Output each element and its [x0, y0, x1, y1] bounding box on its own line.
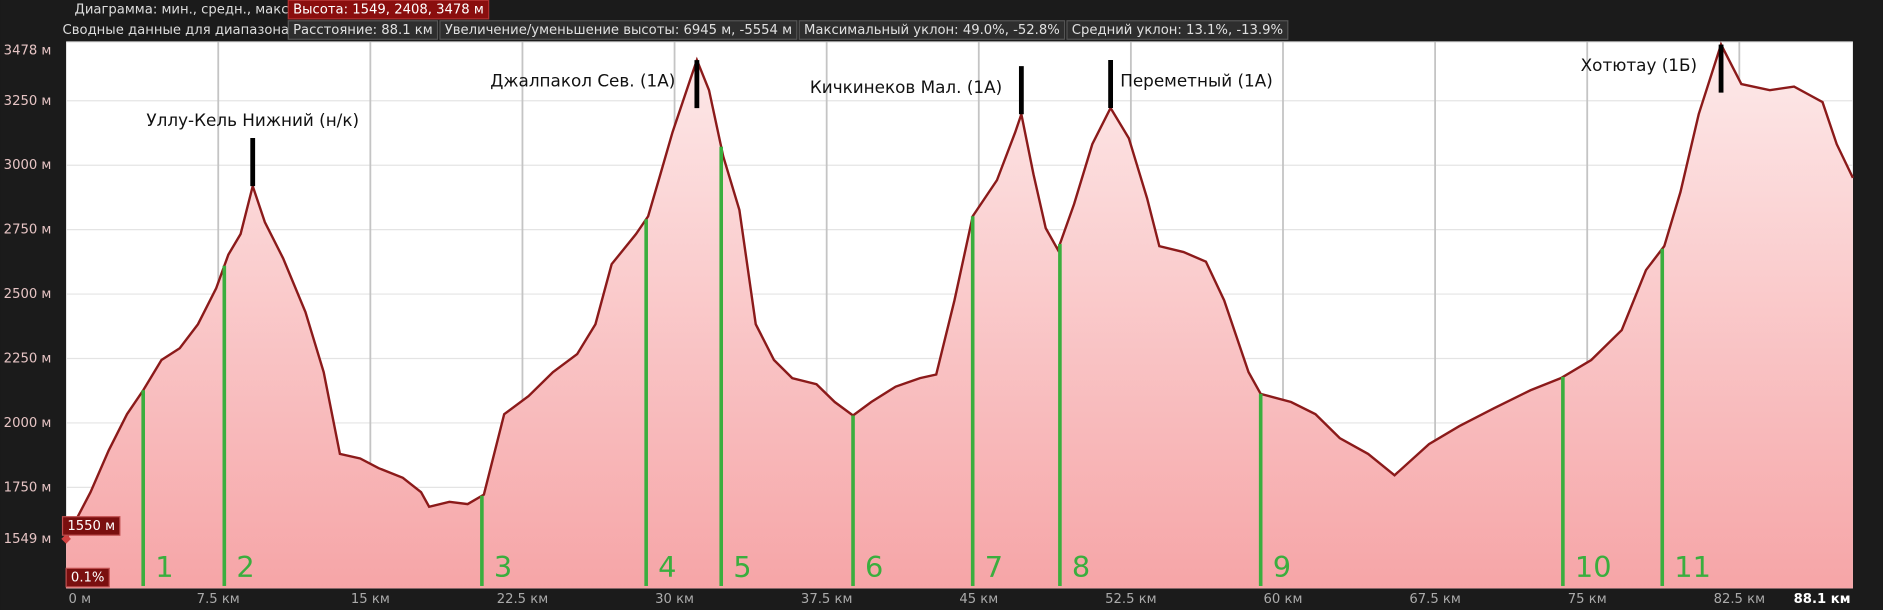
- segment-number: 7: [985, 550, 1003, 584]
- range-stat: Средний уклон: 13.1%, -13.9%: [1072, 23, 1283, 38]
- cursor-slope-box: [65, 567, 110, 588]
- y-tick-label: 1549 м: [4, 532, 52, 547]
- height-stats-box: [287, 0, 490, 20]
- segment-number: 8: [1072, 550, 1090, 584]
- segment-number: 4: [658, 550, 676, 584]
- segment-number: 2: [236, 550, 254, 584]
- cursor-elevation: 1550 м: [67, 519, 115, 534]
- y-tick-label: 2500 м: [4, 287, 52, 302]
- cursor-slope: 0.1%: [71, 571, 105, 586]
- x-tick-label: 22.5 км: [497, 592, 548, 607]
- range-stat-box: [287, 20, 439, 40]
- y-tick-label: 2750 м: [4, 223, 52, 238]
- x-tick-label: 15 км: [351, 592, 390, 607]
- y-tick-label: 3478 м: [4, 43, 52, 58]
- segment-number: 9: [1273, 550, 1291, 584]
- y-tick-label: 3000 м: [4, 158, 52, 173]
- area-fill: [66, 44, 1853, 589]
- x-tick-label: 37.5 км: [801, 592, 852, 607]
- x-tick-label: 75 км: [1568, 592, 1607, 607]
- segment-number: 3: [494, 550, 512, 584]
- peak-label: Хотютау (1Б): [1581, 55, 1697, 75]
- x-tick-label: 45 км: [959, 592, 998, 607]
- x-tick-label: 67.5 км: [1409, 592, 1460, 607]
- x-tick-label: 30 км: [655, 592, 694, 607]
- cursor-diamond: [61, 534, 71, 544]
- segment-number: 1: [155, 550, 173, 584]
- x-tick-label: 7.5 км: [197, 592, 240, 607]
- header: Диаграмма: мин., средн., макс. Высота: 15…: [63, 0, 1289, 40]
- elevation-line: [65, 41, 1854, 540]
- range-stat: Максимальный уклон: 49.0%, -52.8%: [804, 23, 1060, 38]
- peak-label: Переметный (1А): [1120, 71, 1273, 91]
- x-tick-label: 52.5 км: [1105, 592, 1156, 607]
- range-stat: Увеличение/уменьшение высоты: 6945 м, -5…: [445, 23, 792, 38]
- segment-number: 10: [1575, 550, 1612, 584]
- range-label: Сводные данные для диапазона:: [63, 23, 294, 38]
- peak-label: Кичкинеков Мал. (1А): [810, 77, 1002, 97]
- diagram-label: Диаграмма: мин., средн., макс.: [75, 3, 293, 18]
- segment-number: 11: [1674, 550, 1711, 584]
- x-tick-label: 60 км: [1264, 592, 1303, 607]
- peak-label: Джалпакол Сев. (1А): [490, 71, 675, 91]
- range-stat-box: [1066, 20, 1289, 40]
- segment-number: 6: [865, 550, 883, 584]
- cursor-elevation-box: [61, 516, 121, 536]
- range-stat-box: [439, 20, 798, 40]
- range-stat: Расстояние: 88.1 км: [293, 23, 433, 38]
- x-tick-label: 0 м: [69, 592, 92, 607]
- y-tick-label: 2250 м: [4, 352, 52, 367]
- plot: 1 2 3 4 5 6 7 8 9 10 11 Уллу-Кель Нижний (н/к) Джалп…: [65, 41, 1854, 589]
- y-tick-label: 2000 м: [4, 416, 52, 431]
- segment-number: 5: [733, 550, 751, 584]
- peak-label: Уллу-Кель Нижний (н/к): [146, 110, 359, 130]
- x-tick-label: 88.1 км: [1794, 592, 1851, 607]
- y-tick-label: 1750 м: [4, 480, 52, 495]
- range-stat-box: [798, 20, 1066, 40]
- y-tick-label: 3250 м: [4, 94, 52, 109]
- height-stats: Высота: 1549, 2408, 3478 м: [293, 3, 484, 18]
- x-tick-label: 82.5 км: [1714, 592, 1765, 607]
